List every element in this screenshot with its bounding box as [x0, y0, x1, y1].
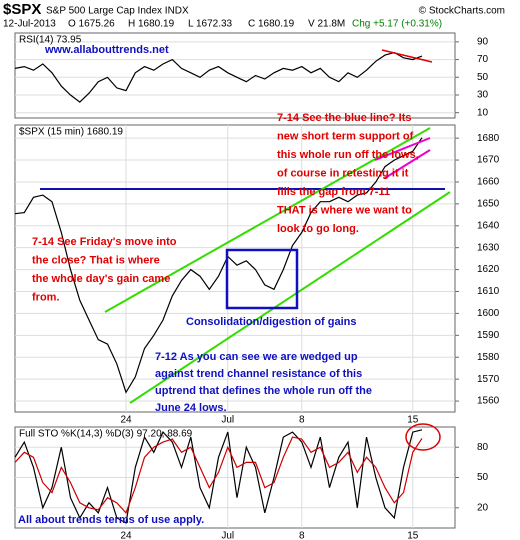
annotation: June 24 lows.	[155, 402, 227, 414]
x-tick-label: Jul	[221, 415, 234, 426]
close: C 1680.19	[248, 19, 295, 30]
annotation: new short term support of	[277, 130, 414, 142]
y-tick-label: 50	[477, 72, 489, 83]
panel-frame	[14, 32, 456, 119]
y-tick-label: 50	[477, 472, 489, 483]
y-tick-label: 1600	[477, 308, 500, 319]
y-tick-label: 10	[477, 107, 489, 118]
annotation: against trend channel resistance of this	[155, 368, 362, 380]
annotation: the close? That is where	[32, 254, 160, 266]
annotation: look to go long.	[277, 223, 359, 235]
symbol: $SPX	[3, 1, 41, 18]
x-tick-label: 8	[299, 531, 305, 540]
y-tick-label: 1610	[477, 286, 500, 297]
annotation: THAT is where we want to	[277, 204, 412, 216]
y-tick-label: 1580	[477, 352, 500, 363]
open: O 1675.26	[68, 19, 115, 30]
wedge-top	[374, 137, 431, 161]
y-tick-label: 1680	[477, 133, 500, 144]
annotation: uptrend that defines the whole run off t…	[155, 385, 372, 397]
annotation: from.	[32, 291, 60, 303]
rsi-trend	[381, 49, 433, 63]
sto-circle	[405, 423, 441, 451]
y-tick-label: 1630	[477, 242, 500, 253]
x-tick-label: 15	[407, 531, 419, 540]
y-tick-label: 1590	[477, 330, 500, 341]
index-name: S&P 500 Large Cap Index INDX	[46, 6, 189, 17]
source: © StockCharts.com	[419, 6, 505, 17]
annotation: fills the gap from 7-11	[277, 186, 390, 198]
date: 12-Jul-2013	[3, 19, 56, 30]
y-tick-label: 1640	[477, 220, 500, 231]
y-tick-label: 1570	[477, 374, 500, 385]
volume: V 21.8M	[308, 19, 345, 30]
annotation: www.allabouttrends.net	[44, 44, 169, 56]
annotation: of course in retesting it it	[277, 167, 409, 179]
panel-title: RSI(14) 73.95	[19, 35, 82, 46]
y-tick-label: 1670	[477, 155, 500, 166]
annotations: 7-14 See the blue line? Its new short ter…	[18, 44, 419, 526]
x-tick-label: 24	[120, 531, 132, 540]
consolidation-box	[225, 248, 299, 310]
y-tick-label: 80	[477, 442, 489, 453]
annotation: 7-14 See Friday's move into	[32, 236, 177, 248]
wedge-bottom	[384, 149, 431, 179]
y-tick-label: 1650	[477, 199, 500, 210]
series-line	[14, 429, 423, 524]
y-tick-label: 70	[477, 54, 489, 65]
annotation: 7-14 See the blue line? Its	[277, 112, 412, 124]
y-tick-label: 1620	[477, 264, 500, 275]
x-tick-label: 8	[299, 415, 305, 426]
drawings	[40, 49, 451, 451]
x-tick-label: 15	[407, 415, 419, 426]
annotation: All about trends terms of use apply.	[18, 514, 204, 526]
y-tick-label: 1660	[477, 177, 500, 188]
annotation: Consolidation/digestion of gains	[186, 316, 357, 328]
annotation: this whole run off the lows,	[277, 149, 419, 161]
y-tick-label: 1560	[477, 396, 500, 407]
annotation: the whole day's gain came	[32, 273, 170, 285]
annotation: 7-12 As you can see we are wedged up	[155, 351, 358, 363]
change: Chg +5.17 (+0.31%)	[352, 19, 442, 30]
high: H 1680.19	[128, 19, 175, 30]
channel-bottom	[129, 191, 451, 404]
y-tick-label: 90	[477, 36, 489, 47]
series-line	[14, 51, 423, 103]
panel-title: $SPX (15 min) 1680.19	[19, 127, 123, 138]
y-tick-label: 30	[477, 90, 489, 101]
x-tick-label: Jul	[221, 531, 234, 540]
panel-title: Full STO %K(14,3) %D(3) 97.20, 88.69	[19, 429, 193, 440]
low: L 1672.33	[188, 19, 233, 30]
series-line	[14, 436, 423, 515]
y-tick-label: 20	[477, 502, 489, 513]
x-tick-label: 24	[120, 415, 132, 426]
series-line	[14, 137, 423, 394]
